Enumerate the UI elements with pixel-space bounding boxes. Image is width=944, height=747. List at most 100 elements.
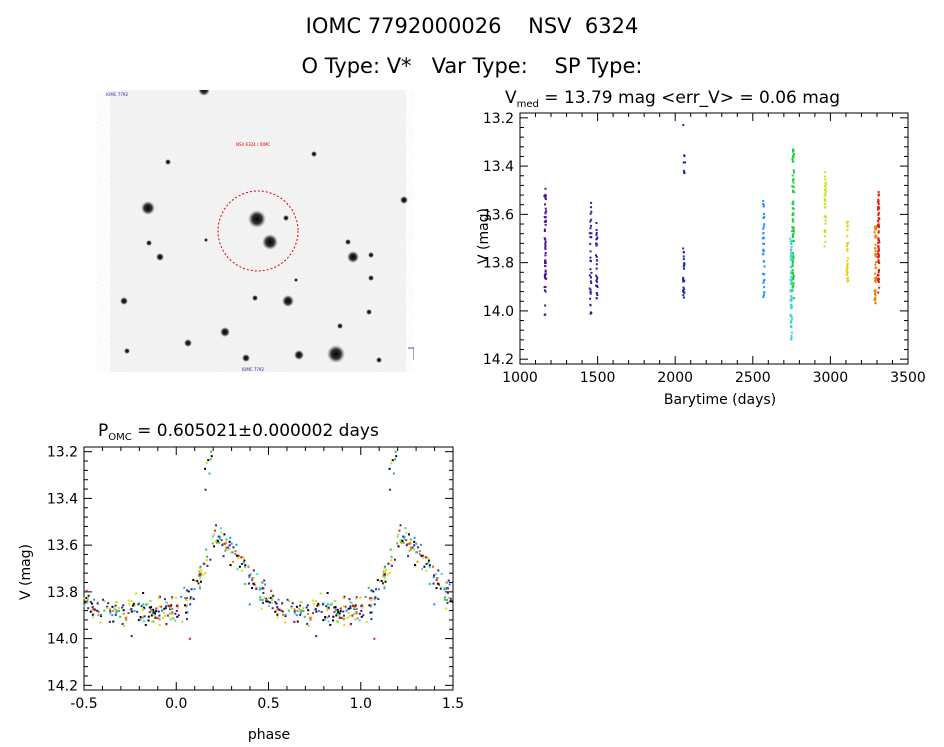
top-data-point [544,247,547,250]
bottom-data-point [386,573,389,576]
bottom-data-point [270,589,273,592]
bottom-data-point [155,607,158,610]
bottom-data-point [175,605,178,608]
bottom-data-point [247,565,250,568]
bottom-data-point [337,613,340,616]
top-data-point [762,237,765,240]
top-data-point [846,241,849,244]
bottom-data-point [127,612,130,615]
top-data-point [791,185,794,188]
bottom-data-point [198,585,201,588]
top-data-point [682,161,685,164]
top-data-point [877,255,880,258]
top-data-point [792,228,795,231]
bottom-data-point [302,607,305,610]
top-x-tick-label: 1000 [502,370,538,386]
bottom-y-tick-label: 13.8 [47,585,78,601]
bottom-data-point [274,610,277,613]
bottom-data-point [342,610,345,613]
top-data-point [589,212,592,215]
top-data-point [789,282,792,285]
bottom-data-point [211,542,214,545]
bottom-data-point [219,527,222,530]
top-data-point [789,237,792,240]
bottom-data-point [343,595,346,598]
top-data-point [877,211,880,214]
bottom-data-point [349,605,352,608]
bottom-data-point [185,605,188,608]
bottom-data-point [408,549,411,552]
bottom-data-point [335,620,338,623]
bottom-data-point [252,576,255,579]
finder-label-bottom: IOMC 7792 [242,367,264,372]
bottom-data-point [114,601,117,604]
top-data-point [790,242,793,245]
top-data-point [792,160,795,163]
top-data-point [543,216,546,219]
bottom-data-point [197,582,200,585]
bottom-data-point [403,537,406,540]
top-data-point [824,219,827,222]
bottom-data-point [332,619,335,622]
top-data-point [544,223,547,226]
bottom-data-point [177,614,180,617]
bottom-data-point [248,574,251,577]
top-title-rest: = 13.79 mag <err_V> = 0.06 mag [539,88,840,108]
bottom-data-point [83,604,86,607]
bottom-data-point [293,620,296,623]
top-data-point [846,260,849,263]
bottom-data-point [232,560,235,563]
top-data-point [792,233,795,236]
top-data-point [846,280,849,283]
bottom-data-point [233,550,236,553]
top-data-point [877,208,880,211]
top-data-point [589,268,592,271]
top-data-point [823,194,826,197]
top-data-point [789,248,792,251]
top-data-point [824,199,827,202]
top-data-point [588,274,591,277]
bottom-data-point [122,609,125,612]
top-data-point [847,279,850,282]
top-data-point [847,220,850,223]
top-data-point [878,239,881,242]
top-data-point [590,232,593,235]
bottom-data-point [355,597,358,600]
star-1 [141,201,155,215]
top-data-point [792,277,795,280]
bottom-data-point [170,604,173,607]
bottom-title-rest: = 0.605021±0.000002 days [132,421,379,441]
top-data-point [790,305,793,308]
top-data-point [595,238,598,241]
bottom-data-point [153,613,156,616]
top-data-point [792,155,795,158]
bottom-data-point [181,620,184,623]
bottom-data-point [276,606,279,609]
bottom-data-point [359,596,362,599]
bottom-data-point [198,587,201,590]
top-data-point [874,250,877,253]
bottom-data-point [206,564,209,567]
bottom-data-point [220,531,223,534]
bottom-data-point [374,596,377,599]
top-data-point [874,227,877,230]
bottom-data-point [271,607,274,610]
top-data-point [683,288,686,291]
bottom-data-point [218,537,221,540]
top-data-point [682,251,685,254]
bottom-data-point [146,602,149,605]
top-data-point [790,239,793,242]
bottom-data-point [299,613,302,616]
top-chart-title: Vmed = 13.79 mag <err_V> = 0.06 mag [505,88,840,110]
bottom-data-point [373,603,376,606]
top-data-point [590,282,593,285]
top-data-point [762,242,765,245]
top-data-point [789,271,792,274]
top-data-point [874,234,877,237]
bottom-data-point [268,601,271,604]
bottom-data-point [152,608,155,611]
top-data-point [544,198,547,201]
bottom-data-point [151,620,154,623]
bottom-data-point [137,603,140,606]
top-data-point [792,220,795,223]
